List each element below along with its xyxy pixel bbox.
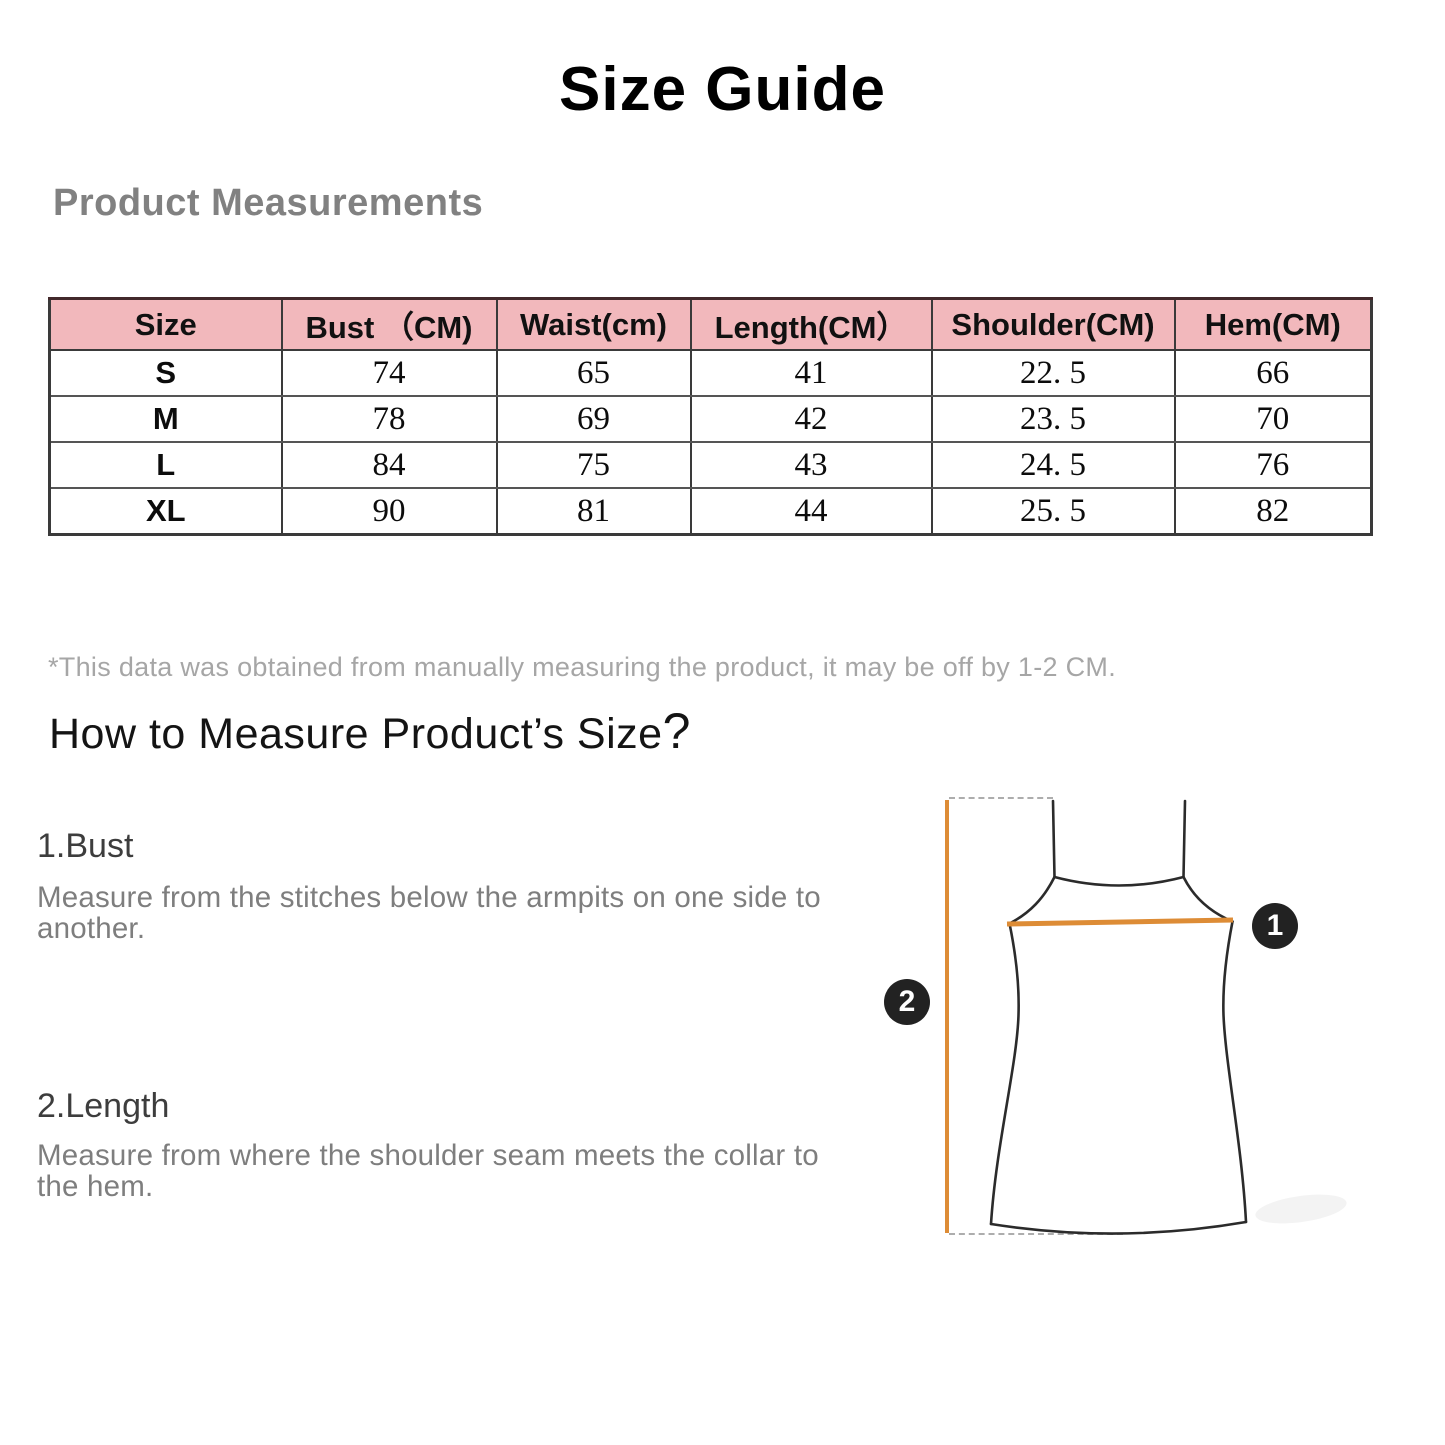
bust-measure-line — [1006, 917, 1234, 927]
length-text-line1: Measure from where the shoulder seam mee… — [37, 1140, 819, 1171]
left-side-seam — [989, 922, 1020, 1226]
bust-text-line1: Measure from the stitches below the armp… — [37, 882, 821, 913]
hem-curve — [989, 1220, 1248, 1235]
size-table-header: Size Bust （CM) Waist(cm) Length(CM） Shoulder… — [48, 297, 1373, 351]
size-cell: S — [48, 349, 283, 397]
right-strap-line — [1182, 799, 1187, 879]
value-cell: 69 — [495, 395, 692, 443]
value-cell: 82 — [1173, 487, 1373, 536]
value-cell: 43 — [689, 441, 933, 489]
length-step-title: 2.Length — [37, 1087, 170, 1125]
camisole-outline-icon — [989, 799, 1248, 1235]
size-table-grid: Size Bust （CM) Waist(cm) Length(CM） Shoulder… — [48, 297, 1373, 536]
column-header: Waist(cm) — [495, 297, 692, 351]
value-cell: 22. 5 — [930, 349, 1176, 397]
question-mark: ? — [662, 703, 691, 759]
table-row: XL 90 81 44 25. 5 82 — [48, 487, 1373, 536]
product-measurements-heading: Product Measurements — [53, 182, 484, 224]
length-measure-line — [945, 800, 949, 1233]
bust-step-title: 1.Bust — [37, 827, 134, 865]
neckline-curve — [1053, 875, 1185, 887]
right-armhole-curve — [1182, 875, 1234, 923]
header-row: Size Bust （CM) Waist(cm) Length(CM） Shoulder… — [48, 297, 1373, 351]
size-cell: XL — [48, 487, 283, 536]
left-strap-line — [1051, 799, 1056, 879]
badge-1: 1 — [1252, 903, 1298, 949]
value-cell: 25. 5 — [930, 487, 1176, 536]
value-cell: 23. 5 — [930, 395, 1176, 443]
value-cell: 84 — [280, 441, 498, 489]
table-row: S 74 65 41 22. 5 66 — [48, 349, 1373, 397]
value-cell: 41 — [689, 349, 933, 397]
value-cell: 90 — [280, 487, 498, 536]
column-header: Length(CM） — [689, 297, 933, 351]
table-row: L 84 75 43 24. 5 76 — [48, 441, 1373, 489]
value-cell: 74 — [280, 349, 498, 397]
value-cell: 76 — [1173, 441, 1373, 489]
value-cell: 42 — [689, 395, 933, 443]
bust-text-line2: another. — [37, 913, 146, 944]
size-cell: L — [48, 441, 283, 489]
length-text-line2: the hem. — [37, 1171, 154, 1202]
right-side-seam — [1222, 920, 1248, 1224]
size-table-body: S 74 65 41 22. 5 66 M 78 69 42 23. 5 70 L 84 75 43 24. 5… — [48, 349, 1373, 536]
badge-2: 2 — [884, 979, 930, 1025]
how-to-measure-text: How to Measure Product’s Size — [49, 710, 663, 758]
size-table: Size Bust （CM) Waist(cm) Length(CM） Shoulder… — [48, 297, 1373, 536]
shadow — [1253, 1189, 1349, 1229]
how-to-measure-heading: How to Measure Product’s Size? — [49, 706, 691, 759]
bottom-dashed-guide — [949, 1233, 1123, 1235]
column-header: Shoulder(CM) — [930, 297, 1176, 351]
value-cell: 44 — [689, 487, 933, 536]
value-cell: 65 — [495, 349, 692, 397]
column-header: Hem(CM) — [1173, 297, 1373, 351]
column-header: Bust （CM) — [280, 297, 498, 351]
left-armhole-curve — [1008, 875, 1056, 925]
size-cell: M — [48, 395, 283, 443]
bust-step-text: Measure from the stitches below the armp… — [37, 882, 821, 944]
table-row: M 78 69 42 23. 5 70 — [48, 395, 1373, 443]
length-step-text: Measure from where the shoulder seam mee… — [37, 1140, 821, 1202]
top-dashed-guide — [949, 797, 1053, 799]
measurement-note: *This data was obtained from manually me… — [48, 652, 1117, 682]
column-header: Size — [48, 297, 283, 351]
value-cell: 78 — [280, 395, 498, 443]
value-cell: 75 — [495, 441, 692, 489]
value-cell: 70 — [1173, 395, 1373, 443]
value-cell: 81 — [495, 487, 692, 536]
value-cell: 24. 5 — [930, 441, 1176, 489]
value-cell: 66 — [1173, 349, 1373, 397]
page-title: Size Guide — [559, 55, 886, 124]
